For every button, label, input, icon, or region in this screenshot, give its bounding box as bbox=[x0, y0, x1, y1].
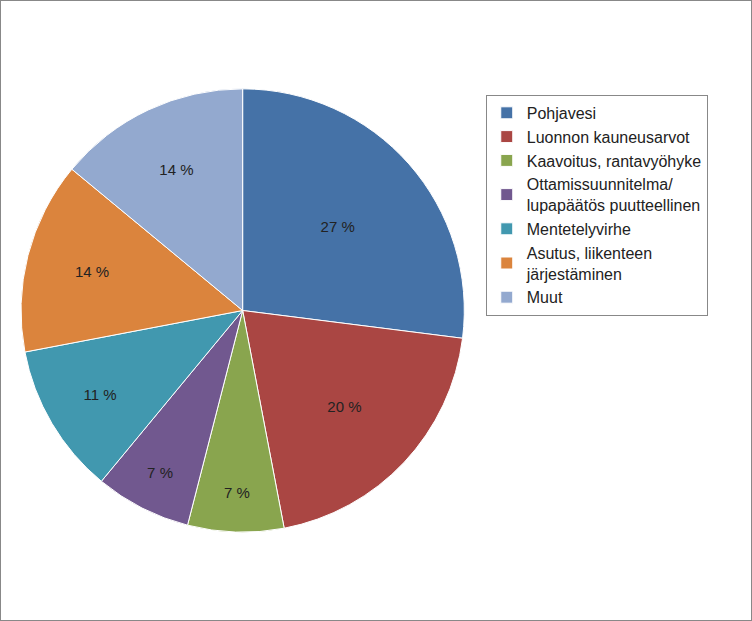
svg-text:Asutus, liikenteenjärjestämine: Asutus, liikenteenjärjestäminen bbox=[526, 245, 652, 283]
svg-text:Muut: Muut bbox=[527, 289, 563, 306]
svg-text:Kaavoitus, rantavyöhyke: Kaavoitus, rantavyöhyke bbox=[527, 153, 701, 170]
svg-text:20 %: 20 % bbox=[327, 398, 361, 415]
svg-text:11 %: 11 % bbox=[84, 386, 117, 403]
svg-text:14 %: 14 % bbox=[159, 161, 193, 178]
svg-text:Mentetelyvirhe: Mentetelyvirhe bbox=[527, 221, 631, 238]
svg-text:27 %: 27 % bbox=[321, 218, 355, 235]
svg-text:Ottamissuunnitelma/lupapäätös: Ottamissuunnitelma/lupapäätös puutteelli… bbox=[527, 176, 700, 214]
svg-text:14 %: 14 % bbox=[75, 263, 109, 280]
svg-text:Luonnon kauneusarvot: Luonnon kauneusarvot bbox=[527, 129, 690, 146]
svg-text:7 %: 7 % bbox=[224, 484, 250, 501]
svg-text:7 %: 7 % bbox=[147, 464, 173, 481]
svg-text:Pohjavesi: Pohjavesi bbox=[527, 105, 596, 122]
